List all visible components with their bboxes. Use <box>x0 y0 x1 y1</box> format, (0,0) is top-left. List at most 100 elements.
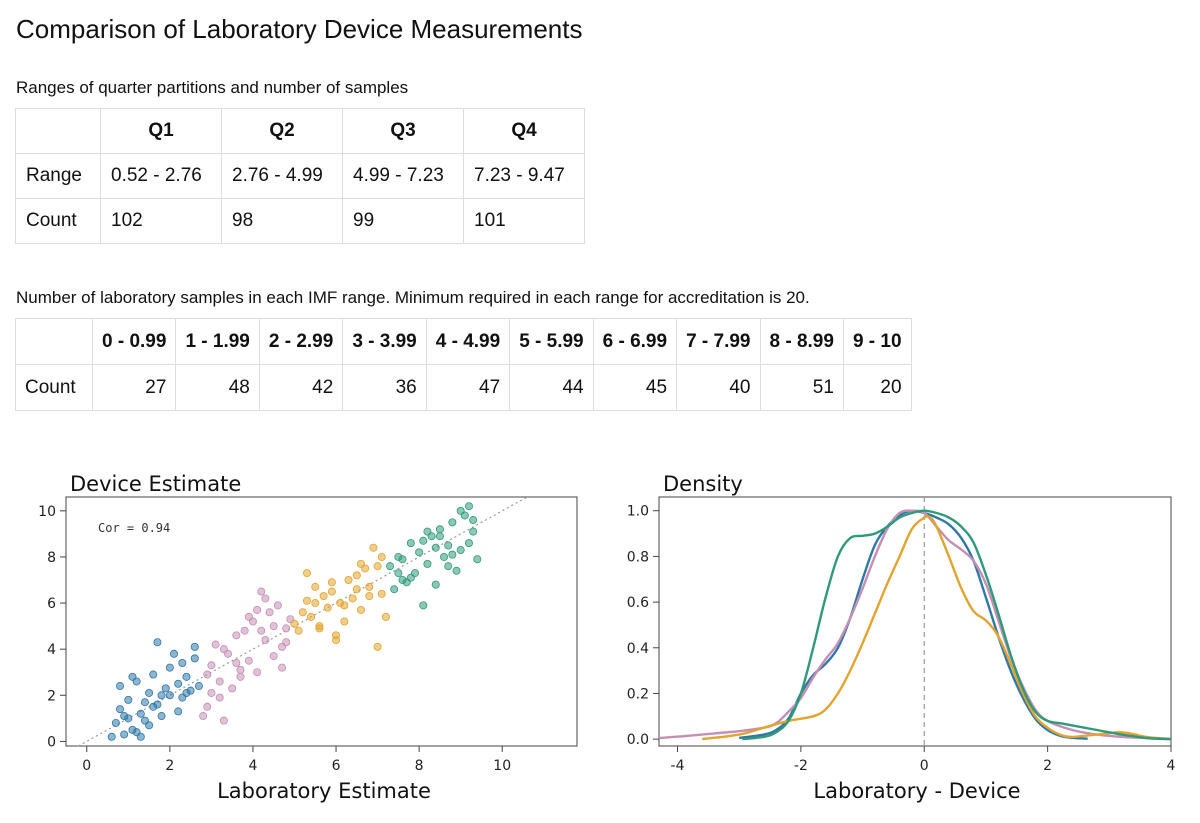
scatter-point-q4 <box>435 532 444 541</box>
table-cell: 102 <box>100 198 222 244</box>
scatter-title: Device Estimate <box>70 472 241 496</box>
scatter-point-q3 <box>373 642 382 651</box>
scatter-point-q4 <box>456 506 465 515</box>
scatter-point-q1 <box>145 721 154 730</box>
scatter-point-q1 <box>120 712 129 721</box>
scatter-point-q2 <box>207 688 216 697</box>
x-tick-label: 2 <box>165 758 174 774</box>
density-x-label: Laboratory - Device <box>813 779 1020 803</box>
scatter-point-q4 <box>469 516 478 525</box>
scatter-point-q4 <box>431 543 440 552</box>
scatter-point-q3 <box>332 635 341 644</box>
scatter-point-q2 <box>278 663 287 672</box>
table-cell: 4.99 - 7.23 <box>342 153 464 199</box>
imf-header-row: 0 - 0.99 1 - 1.99 2 - 2.99 3 - 3.99 4 - … <box>15 318 912 365</box>
y-tick-label: 6 <box>47 596 56 612</box>
scatter-point-q3 <box>352 585 361 594</box>
scatter-point-q1 <box>157 691 166 700</box>
scatter-point-q1 <box>182 672 191 681</box>
scatter-point-q4 <box>448 550 457 559</box>
scatter-point-q4 <box>456 546 465 555</box>
scatter-point-q3 <box>340 601 349 610</box>
scatter-point-q3 <box>319 592 328 601</box>
scatter-point-q3 <box>327 578 336 587</box>
scatter-point-q4 <box>423 559 432 568</box>
scatter-point-q3 <box>365 582 374 591</box>
scatter-point-q1 <box>116 682 125 691</box>
scatter-point-q3 <box>356 559 365 568</box>
y-tick-label: 0.8 <box>627 549 649 565</box>
x-tick-label: 8 <box>415 758 424 774</box>
page-title: Comparison of Laboratory Device Measurem… <box>16 14 583 44</box>
x-tick-label: 0 <box>82 758 91 774</box>
scatter-point-q1 <box>165 691 174 700</box>
scatter-point-q2 <box>282 624 291 633</box>
y-tick-label: 0.6 <box>627 595 649 611</box>
scatter-point-q2 <box>203 702 212 711</box>
scatter-point-q4 <box>419 601 428 610</box>
scatter-point-q4 <box>423 527 432 536</box>
scatter-point-q3 <box>298 608 307 617</box>
y-tick-label: 4 <box>47 642 56 658</box>
scatter-point-q2 <box>236 672 245 681</box>
density-plot-frame <box>658 496 1172 747</box>
scatter-point-q1 <box>161 684 170 693</box>
imf-table: 0 - 0.99 1 - 1.99 2 - 2.99 3 - 3.99 4 - … <box>15 318 912 411</box>
scatter-point-q4 <box>464 539 473 548</box>
scatter-point-q2 <box>236 665 245 674</box>
scatter-point-q3 <box>356 605 365 614</box>
row-label: Count <box>15 364 93 411</box>
table-cell: 36 <box>342 364 427 411</box>
table-cell: 47 <box>425 364 511 411</box>
y-tick-label: 0.0 <box>627 732 649 748</box>
scatter-point-q3 <box>290 619 299 628</box>
scatter-point-q4 <box>448 518 457 527</box>
x-tick-label: -4 <box>671 758 685 774</box>
scatter-point-q3 <box>348 594 357 603</box>
scatter-point-q1 <box>149 670 158 679</box>
scatter-point-q3 <box>327 587 336 596</box>
table-cell: 40 <box>676 364 761 411</box>
scatter-point-q3 <box>311 599 320 608</box>
scatter-point-q4 <box>444 541 453 550</box>
scatter-point-q3 <box>302 596 311 605</box>
quarter-table: Q1 Q2 Q3 Q4 Range 0.52 - 2.76 2.76 - 4.9… <box>15 108 585 244</box>
scatter-points <box>107 502 482 741</box>
table-cell: 101 <box>463 198 585 244</box>
scatter-point-q4 <box>452 566 461 575</box>
table-cell: 44 <box>509 364 594 411</box>
scatter-point-q2 <box>265 608 274 617</box>
scatter-point-q2 <box>253 605 262 614</box>
scatter-point-q3 <box>307 612 316 621</box>
y-tick-label: 10 <box>38 504 56 520</box>
scatter-point-q2 <box>232 631 241 640</box>
scatter-point-q3 <box>352 571 361 580</box>
table-cell: 27 <box>91 364 177 411</box>
density-line-q2 <box>658 509 1172 740</box>
scatter-point-q2 <box>207 661 216 670</box>
scatter-point-q1 <box>170 649 179 658</box>
scatter-point-q2 <box>269 652 278 661</box>
x-tick-label: 2 <box>1043 758 1052 774</box>
scatter-point-q2 <box>273 601 282 610</box>
scatter-point-q1 <box>107 732 116 741</box>
table-cell: 45 <box>592 364 678 411</box>
density-chart: Density -4 -2 0 2 4 0.0 0.2 0.4 0.6 0.8 1.0 Labor… <box>627 472 1176 803</box>
scatter-point-q1 <box>174 707 183 716</box>
scatter-point-q4 <box>398 555 407 564</box>
scatter-point-q4 <box>406 539 415 548</box>
scatter-point-q2 <box>244 656 253 665</box>
scatter-point-q2 <box>244 612 253 621</box>
density-line-q1 <box>739 509 1088 740</box>
scatter-point-q4 <box>464 502 473 511</box>
scatter-point-q1 <box>153 700 162 709</box>
scatter-point-q2 <box>269 622 278 631</box>
table-cell: 7.23 - 9.47 <box>463 153 585 199</box>
imf-count-row: Count 27 48 42 36 47 44 45 40 51 20 <box>15 364 912 411</box>
scatter-point-q1 <box>128 672 137 681</box>
header-q2: Q2 <box>221 108 343 154</box>
x-tick-label: -2 <box>794 758 808 774</box>
density-line-q3 <box>702 515 1172 741</box>
scatter-point-q4 <box>394 569 403 578</box>
